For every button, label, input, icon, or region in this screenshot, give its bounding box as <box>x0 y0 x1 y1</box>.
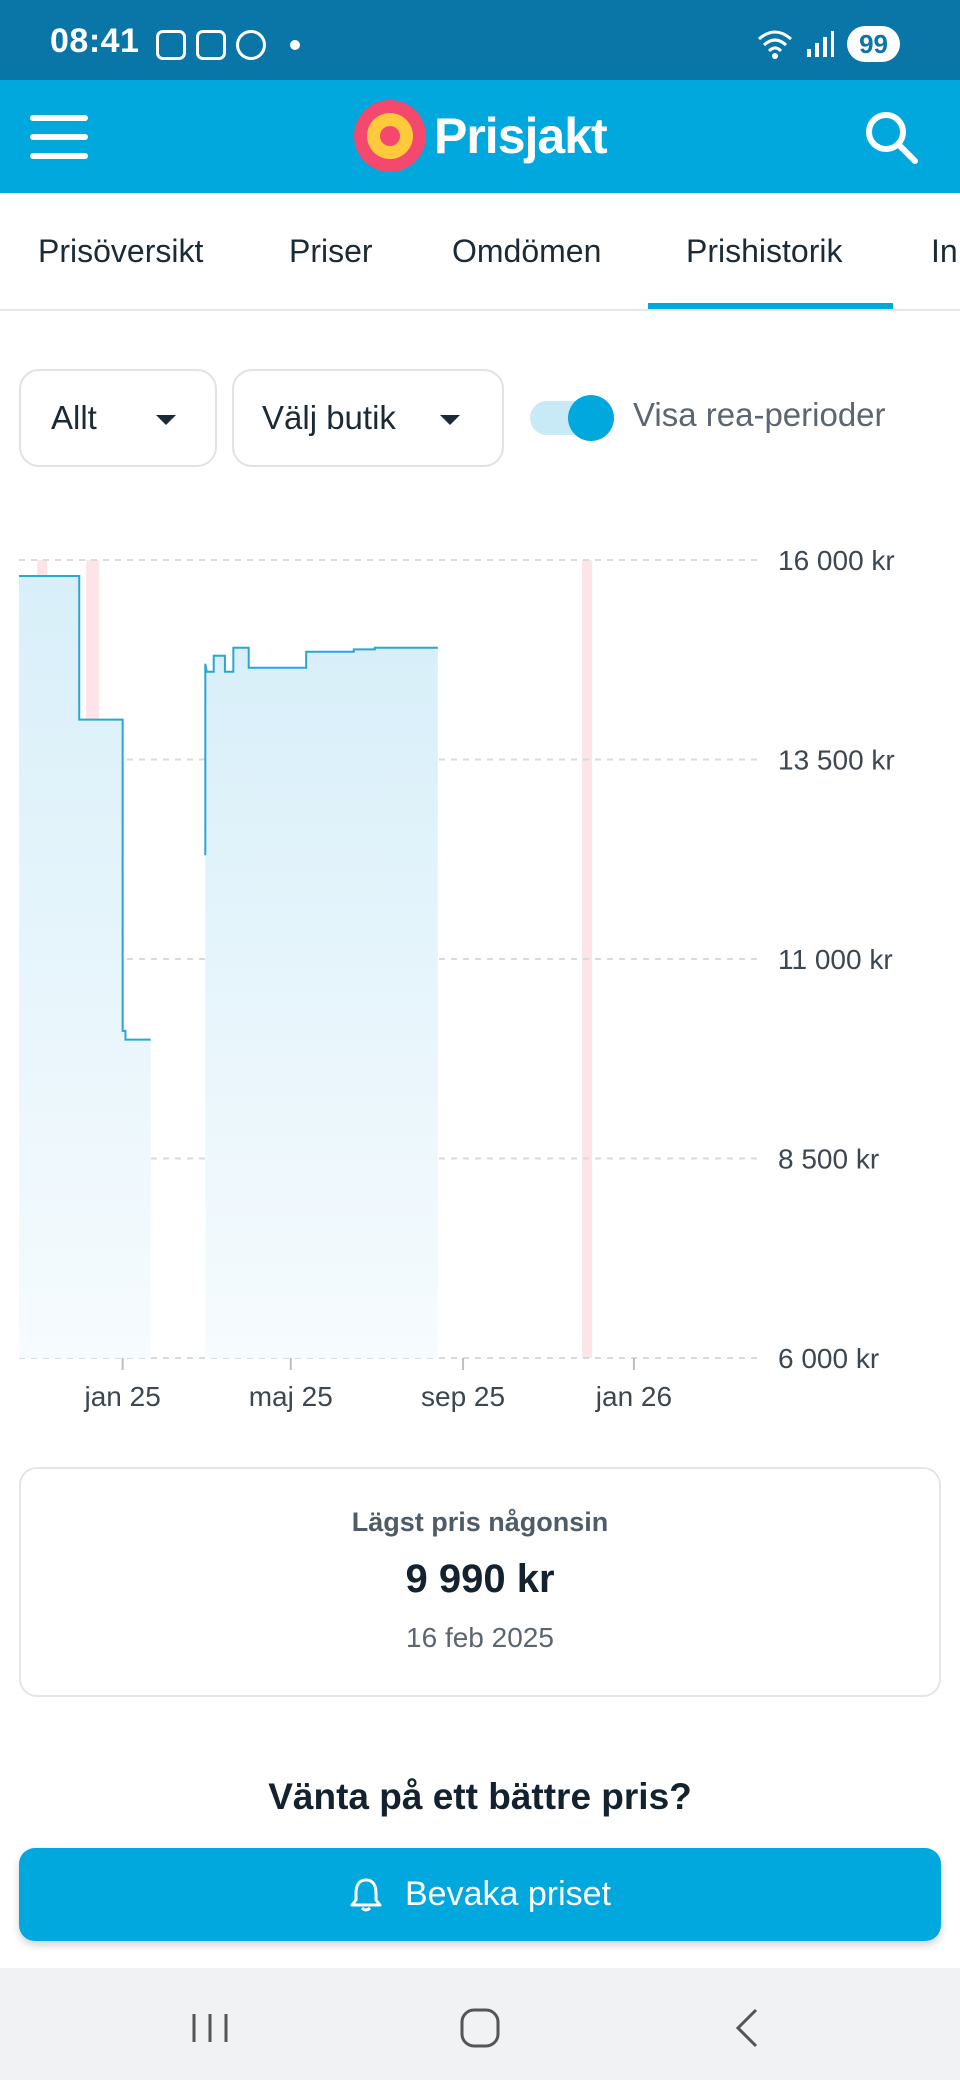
price-history-chart[interactable]: 16 000 kr 13 500 kr 11 000 kr 8 500 kr 6 000… <box>0 520 960 1420</box>
period-dropdown-value: Allt <box>51 399 97 436</box>
y-tick-label: 13 500 kr <box>778 745 895 776</box>
wifi-icon <box>758 30 793 59</box>
pokeball-icon <box>236 30 266 60</box>
y-tick-label: 16 000 kr <box>778 545 895 576</box>
bell-icon <box>350 1878 382 1911</box>
status-time: 08:41 <box>50 22 140 60</box>
tab-prishistorik[interactable]: Prishistorik <box>686 233 843 269</box>
chevron-down-icon <box>440 415 460 425</box>
lowest-price-card: Lägst pris någonsin 9 990 kr 16 feb 2025 <box>19 1467 941 1697</box>
wait-for-better-price-heading: Vänta på ett bättre pris? <box>268 1776 692 1817</box>
tab-prisoversikt[interactable]: Prisöversikt <box>38 233 204 269</box>
screenshot-icon <box>156 30 186 60</box>
x-tick-label: jan 25 <box>84 1381 161 1412</box>
tab-priser[interactable]: Priser <box>289 233 373 269</box>
toggle-knob <box>568 395 614 441</box>
signal-icon <box>807 31 835 57</box>
lowest-price-title: Lägst pris någonsin <box>351 1507 609 1537</box>
home-icon[interactable] <box>450 1998 510 2058</box>
back-icon[interactable] <box>718 1998 778 2058</box>
prisjakt-logo-icon <box>354 100 426 172</box>
product-tabs: Prisöversikt Priser Omdömen Prishistorik… <box>0 193 960 311</box>
prisjakt-logo[interactable]: Prisjakt <box>354 100 608 172</box>
status-bar: 08:41 99 <box>0 0 960 80</box>
sale-periods-label: Visa rea-perioder <box>633 396 886 433</box>
logo-text: Prisjakt <box>434 108 608 164</box>
y-tick-label: 8 500 kr <box>778 1144 879 1175</box>
watch-price-label: Bevaka priset <box>405 1875 611 1913</box>
sale-periods-toggle[interactable] <box>530 395 614 441</box>
status-system-icons: 99 <box>757 26 900 62</box>
x-tick-label: sep 25 <box>421 1381 505 1412</box>
system-nav-bar <box>0 1968 960 2080</box>
clipboard-icon <box>196 30 226 60</box>
y-tick-label: 11 000 kr <box>778 944 893 975</box>
price-area <box>19 575 151 1358</box>
period-dropdown[interactable]: Allt <box>19 369 217 467</box>
chevron-down-icon <box>156 415 176 425</box>
watch-price-button[interactable]: Bevaka priset <box>19 1848 941 1941</box>
status-notification-icons <box>156 30 300 60</box>
x-tick-label: jan 26 <box>595 1381 672 1412</box>
lowest-price-date: 16 feb 2025 <box>406 1622 554 1653</box>
store-dropdown-value: Välj butik <box>262 399 396 436</box>
tab-info[interactable]: In <box>931 233 958 269</box>
store-dropdown[interactable]: Välj butik <box>232 369 504 467</box>
more-notifications-icon <box>290 40 300 50</box>
active-tab-indicator <box>648 303 893 309</box>
price-history-chart-svg: 16 000 kr 13 500 kr 11 000 kr 8 500 kr 6 000… <box>19 545 895 1412</box>
price-line <box>19 574 151 1041</box>
app-header: Prisjakt <box>0 80 960 193</box>
x-tick-label: maj 25 <box>249 1381 333 1412</box>
lowest-price-value: 9 990 kr <box>405 1557 555 1601</box>
recent-apps-icon[interactable] <box>180 1998 240 2058</box>
y-tick-label: 6 000 kr <box>778 1343 879 1374</box>
tab-omdomen[interactable]: Omdömen <box>452 233 602 269</box>
price-area <box>205 647 438 1358</box>
price-line <box>204 646 438 856</box>
search-icon[interactable] <box>862 108 920 166</box>
hamburger-icon[interactable] <box>30 115 88 159</box>
battery-indicator: 99 <box>847 26 900 62</box>
